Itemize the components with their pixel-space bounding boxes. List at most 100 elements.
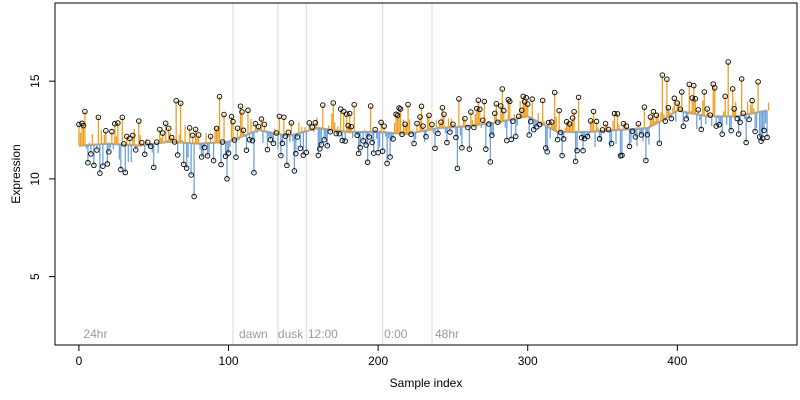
data-point [118, 166, 124, 173]
y-tick-label: 10 [28, 172, 42, 186]
data-point [390, 136, 396, 142]
data-point [444, 139, 450, 146]
data-point [106, 149, 112, 155]
data-point [127, 135, 133, 142]
data-point [219, 139, 226, 145]
data-point [306, 120, 313, 126]
data-point [486, 121, 492, 127]
data-point [97, 170, 103, 176]
data-point [162, 120, 169, 127]
data-point [489, 132, 495, 138]
x-axis-title: Sample index [390, 376, 463, 390]
data-point [91, 162, 97, 169]
data-point [556, 107, 562, 114]
data-point [729, 86, 736, 92]
annotation-4: 0:00 [384, 327, 408, 341]
data-point [345, 122, 351, 129]
data-point [611, 110, 618, 117]
data-point [439, 104, 446, 111]
data-point [333, 130, 339, 137]
data-point [590, 108, 597, 115]
data-point [575, 94, 582, 101]
data-point [644, 131, 651, 138]
data-point [336, 130, 342, 137]
data-point [501, 107, 507, 114]
data-point [662, 118, 669, 124]
data-point [173, 97, 179, 104]
data-point [103, 128, 109, 134]
data-point [441, 111, 447, 118]
x-tick-label: 100 [219, 354, 239, 368]
y-axis-title: Expression [9, 144, 23, 203]
data-point [664, 76, 670, 82]
data-point [560, 136, 567, 142]
data-point [267, 136, 274, 143]
data-point [369, 139, 375, 146]
data-point [240, 127, 247, 134]
data-point [88, 151, 94, 157]
data-point [420, 123, 426, 129]
data-point [393, 111, 399, 118]
data-point [312, 120, 319, 126]
data-point [698, 126, 705, 133]
data-point [246, 136, 253, 143]
data-point [342, 138, 348, 144]
data-point [82, 108, 88, 115]
data-point [738, 76, 745, 82]
data-point [629, 128, 636, 135]
data-point [743, 139, 749, 146]
data-point [516, 113, 522, 120]
data-point [318, 141, 325, 148]
data-point [695, 107, 702, 113]
data-point [279, 140, 286, 147]
data-point [207, 133, 214, 140]
data-point [355, 150, 362, 157]
data-point [418, 103, 425, 110]
data-point [354, 132, 360, 139]
data-point [364, 159, 371, 166]
data-point [133, 147, 139, 153]
data-point [523, 94, 529, 101]
data-point [177, 100, 184, 106]
data-point [571, 109, 577, 115]
data-point [281, 114, 287, 120]
data-point [737, 119, 743, 125]
data-point [414, 120, 420, 127]
data-point [261, 121, 268, 128]
data-point [483, 146, 489, 152]
y-tick-label: 15 [28, 74, 42, 88]
data-point [221, 111, 227, 118]
data-point [605, 126, 612, 133]
data-point [548, 119, 555, 125]
data-point [213, 125, 220, 132]
data-point [689, 95, 696, 101]
data-point [498, 103, 504, 109]
data-point [94, 147, 100, 153]
data-point [593, 118, 600, 125]
data-point [159, 130, 166, 136]
data-point [608, 140, 615, 147]
data-point [237, 103, 244, 109]
data-point [746, 116, 752, 123]
data-point [722, 93, 728, 100]
data-point [423, 133, 429, 140]
data-point [536, 121, 543, 128]
data-point [204, 153, 211, 159]
data-point [397, 106, 404, 112]
data-point [327, 128, 334, 135]
data-point [225, 150, 232, 156]
data-point [249, 137, 256, 144]
data-point [142, 151, 148, 157]
data-point [466, 146, 473, 152]
data-point [716, 122, 722, 128]
data-point [480, 117, 486, 123]
marker-lines [232, 3, 433, 345]
annotation-0: 24hr [83, 327, 107, 341]
data-point [156, 126, 163, 133]
data-point [569, 115, 576, 121]
data-point [574, 147, 580, 154]
data-point [198, 154, 205, 160]
data-point [508, 136, 515, 143]
data-point [638, 132, 645, 138]
